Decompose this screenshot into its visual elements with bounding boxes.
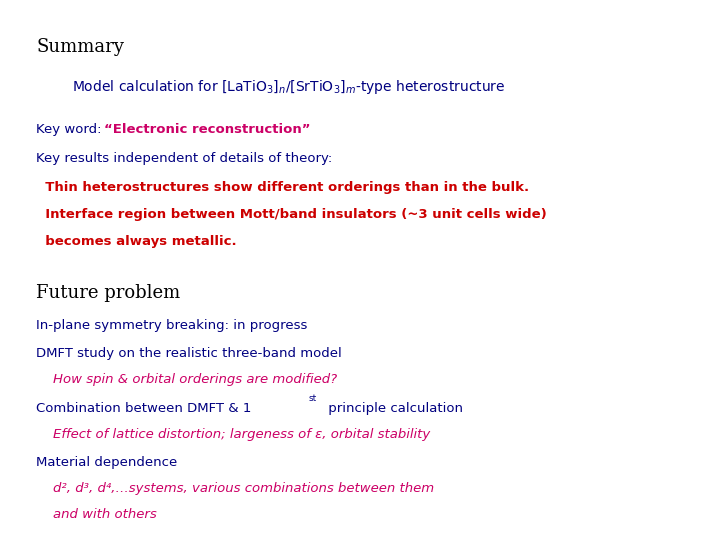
Text: becomes always metallic.: becomes always metallic.	[36, 235, 237, 248]
Text: Summary: Summary	[36, 38, 124, 56]
Text: d², d³, d⁴,…systems, various combinations between them: d², d³, d⁴,…systems, various combination…	[36, 482, 434, 495]
Text: Future problem: Future problem	[36, 284, 180, 301]
Text: In-plane symmetry breaking: in progress: In-plane symmetry breaking: in progress	[36, 319, 307, 332]
Text: Material dependence: Material dependence	[36, 456, 177, 469]
Text: principle calculation: principle calculation	[324, 402, 463, 415]
Text: Key word:: Key word:	[36, 123, 106, 136]
Text: Interface region between Mott/band insulators (~3 unit cells wide): Interface region between Mott/band insul…	[36, 208, 546, 221]
Text: st: st	[308, 394, 316, 403]
Text: and with others: and with others	[36, 508, 157, 521]
Text: DMFT study on the realistic three-band model: DMFT study on the realistic three-band m…	[36, 347, 342, 360]
Text: Combination between DMFT & 1: Combination between DMFT & 1	[36, 402, 251, 415]
Text: How spin & orbital orderings are modified?: How spin & orbital orderings are modifie…	[36, 373, 337, 386]
Text: Effect of lattice distortion; largeness of ε, orbital stability: Effect of lattice distortion; largeness …	[36, 428, 431, 441]
Text: Key results independent of details of theory:: Key results independent of details of th…	[36, 152, 332, 165]
Text: Thin heterostructures show different orderings than in the bulk.: Thin heterostructures show different ord…	[36, 181, 529, 194]
Text: Model calculation for [LaTiO$_3$]$_n$/[SrTiO$_3$]$_m$-type heterostructure: Model calculation for [LaTiO$_3$]$_n$/[S…	[72, 78, 505, 96]
Text: “Electronic reconstruction”: “Electronic reconstruction”	[104, 123, 311, 136]
